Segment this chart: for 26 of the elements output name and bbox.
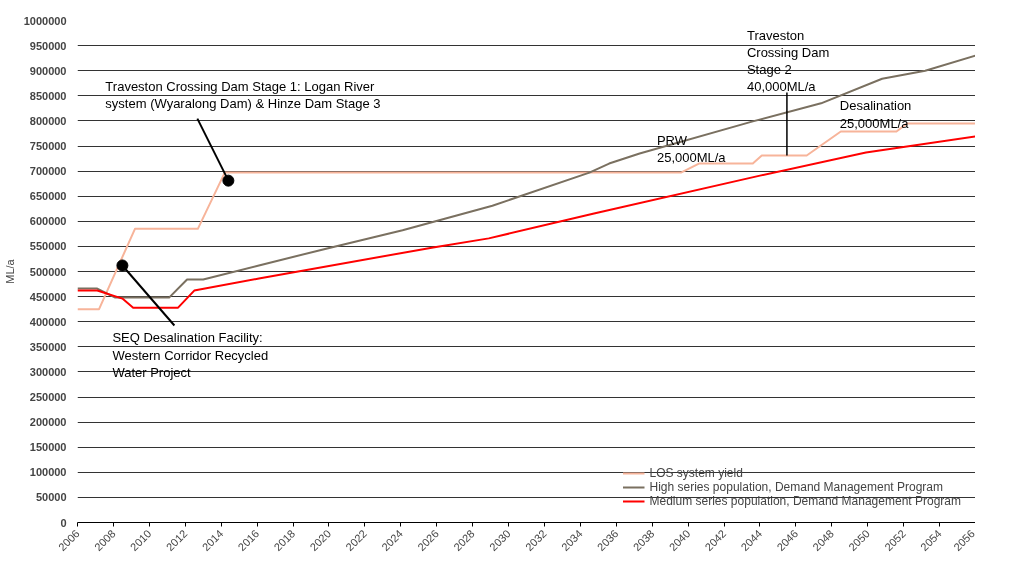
y-tick-label: 500000 xyxy=(29,265,67,278)
y-axis-title: ML/a xyxy=(3,258,16,284)
y-tick-label: 0 xyxy=(60,516,67,529)
y-tick-label: 400000 xyxy=(29,315,67,328)
y-tick-label: 650000 xyxy=(29,190,67,203)
annotation: PRW 25,000ML/a xyxy=(656,132,727,165)
y-tick-label: 550000 xyxy=(29,240,67,253)
y-tick-label: 50000 xyxy=(35,491,67,504)
y-tick-label: 100000 xyxy=(29,466,67,479)
y-tick-label: 300000 xyxy=(29,365,67,378)
y-tick-label: 750000 xyxy=(29,140,67,152)
legend-label: High series population, Demand Management Program xyxy=(649,480,943,494)
y-tick-label: 800000 xyxy=(29,114,67,127)
y-tick-label: 700000 xyxy=(29,165,67,178)
y-tick-label: 1000000 xyxy=(23,14,67,27)
y-tick-label: 600000 xyxy=(29,215,67,228)
y-tick-label: 900000 xyxy=(29,64,67,77)
annotation: Traveston Crossing Dam Stage 1: Logan River system (Wyaralong Dam) & Hinze Dam Stage 3 xyxy=(105,78,381,111)
y-tick-label: 150000 xyxy=(29,441,67,454)
y-tick-label: 450000 xyxy=(29,290,67,303)
y-tick-label: 950000 xyxy=(29,39,67,52)
y-tick-label: 250000 xyxy=(29,391,67,403)
y-tick-label: 200000 xyxy=(29,416,67,429)
y-tick-label: 850000 xyxy=(29,89,67,102)
y-tick-label: 350000 xyxy=(29,340,67,353)
legend-label: Medium series population, Demand Management Program xyxy=(649,494,961,508)
